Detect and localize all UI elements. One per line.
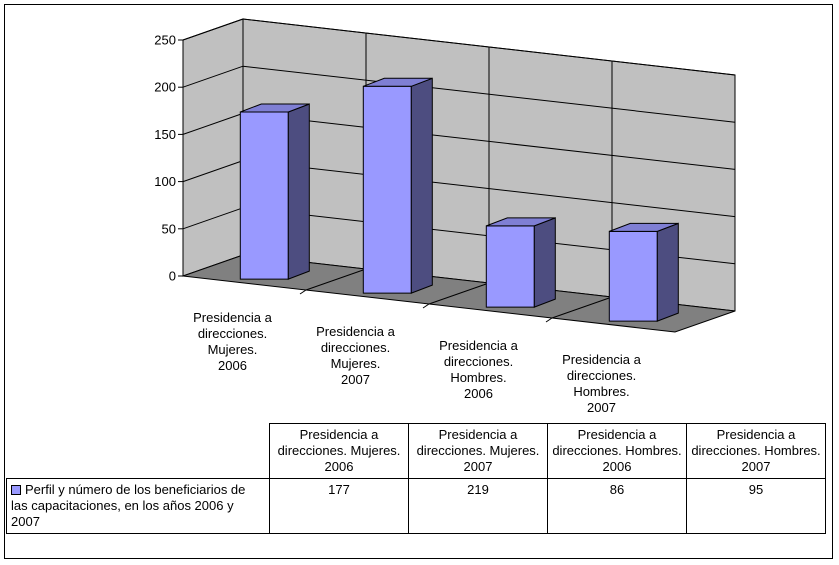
- y-tick-label: 250: [154, 33, 176, 48]
- chart-frame: [4, 4, 833, 559]
- floor-divider: [305, 268, 367, 291]
- gridline: [182, 160, 244, 183]
- legend-swatch-icon: [11, 484, 21, 495]
- bar-front: [239, 111, 289, 280]
- data-table-cell: 86: [547, 478, 687, 534]
- data-table-cell: 95: [686, 478, 826, 534]
- bar-top: [486, 217, 556, 227]
- gridline: [182, 207, 244, 230]
- data-table-header: Presidencia a direcciones. Hombres. 2006: [547, 423, 687, 479]
- gridline: [182, 112, 244, 135]
- data-table-header-row: Presidencia a direcciones. Mujeres. 2006…: [6, 423, 826, 479]
- bar: [362, 77, 433, 294]
- bar-top: [363, 77, 433, 87]
- y-tick-label: 200: [154, 80, 176, 95]
- bar-side: [533, 217, 556, 308]
- x-tick-mark: [545, 317, 553, 323]
- x-tick-mark: [422, 303, 430, 309]
- x-tick-mark: [299, 289, 307, 295]
- y-tick-label: 0: [169, 269, 176, 284]
- gridline: [182, 18, 244, 41]
- data-table-cell: 219: [408, 478, 548, 534]
- data-table-row: Perfil y número de los beneficiarios de …: [6, 478, 826, 534]
- x-tick-label: Presidencia a direcciones. Hombres. 2007: [562, 352, 641, 415]
- bar-side: [410, 77, 433, 294]
- bar-front: [608, 230, 658, 322]
- bar-top: [240, 103, 310, 113]
- x-tick-label: Presidencia a direcciones. Hombres. 2006: [439, 338, 518, 401]
- chart-bars: [239, 77, 679, 322]
- bar: [608, 222, 679, 322]
- bar-side: [287, 103, 310, 280]
- legend-label: Perfil y número de los beneficiarios de …: [11, 482, 246, 529]
- legend-entry: Perfil y número de los beneficiarios de …: [6, 478, 270, 534]
- y-tick-label: 50: [162, 221, 176, 236]
- floor-divider: [551, 296, 613, 319]
- gridline: [182, 65, 244, 88]
- bar-front: [362, 85, 412, 294]
- data-table-corner: [6, 423, 270, 479]
- floor-divider: [428, 282, 490, 305]
- y-tick-label: 100: [154, 174, 176, 189]
- data-table-header: Presidencia a direcciones. Hombres. 2007: [686, 423, 826, 479]
- side-wall: [182, 18, 244, 277]
- data-table-cell: 177: [269, 478, 409, 534]
- bar: [485, 217, 556, 308]
- data-table-header: Presidencia a direcciones. Mujeres. 2007: [408, 423, 548, 479]
- bar-side: [656, 222, 679, 322]
- x-tick-label: Presidencia a direcciones. Mujeres. 2006: [193, 310, 272, 373]
- bar-top: [609, 222, 679, 232]
- x-tick-label: Presidencia a direcciones. Mujeres. 2007: [316, 324, 395, 387]
- data-table-header: Presidencia a direcciones. Mujeres. 2006: [269, 423, 409, 479]
- y-axis-ticks: 0 50 100 150 200 250: [154, 33, 553, 323]
- data-table: Presidencia a direcciones. Mujeres. 2006…: [6, 423, 826, 534]
- bar-front: [485, 225, 535, 308]
- y-tick-label: 150: [154, 127, 176, 142]
- bar: [239, 103, 310, 280]
